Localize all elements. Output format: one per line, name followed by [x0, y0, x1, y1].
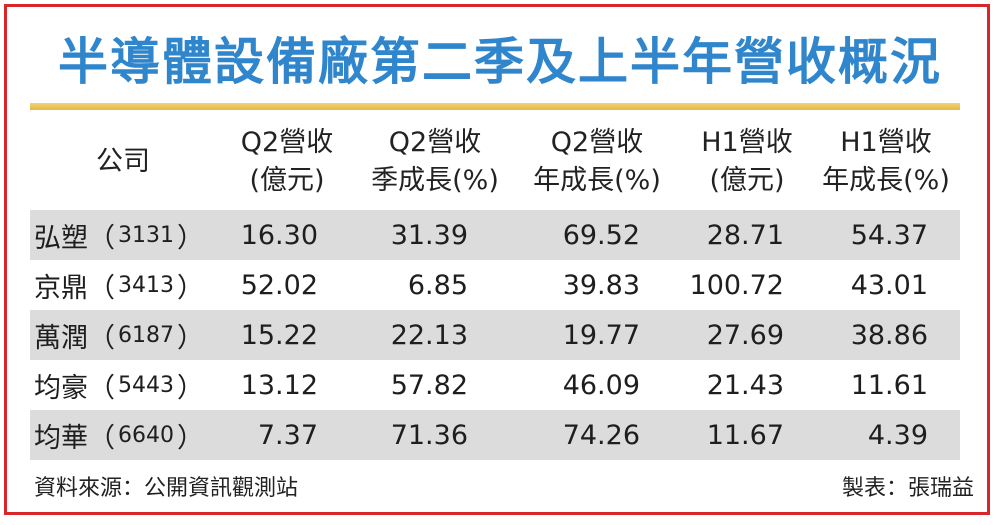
- q2-qoq-cell: 6.85: [407, 269, 468, 301]
- source-note: 資料來源：公開資訊觀測站: [34, 476, 299, 501]
- page-title: 半導體設備廠第二季及上半年營收概況: [58, 33, 942, 91]
- company-cell: 萬潤（6187）: [30, 310, 216, 360]
- stock-code: 3131: [118, 222, 174, 248]
- paren-open: （: [88, 222, 115, 254]
- q2-revenue-cell: 13.12: [240, 369, 318, 401]
- paren-open: （: [88, 322, 115, 354]
- table-row: 京鼎（3413） 52.02 6.85 39.83 100.72 43.01: [30, 260, 960, 310]
- header-line2: 年成長(%): [533, 165, 661, 196]
- q2-yoy-cell: 19.77: [562, 319, 640, 351]
- company-name: 均豪: [34, 372, 88, 404]
- maker-note: 製表：張瑞益: [841, 476, 974, 501]
- company-name: 均華: [34, 422, 88, 454]
- table-frame: [4, 4, 990, 515]
- q2-revenue-cell: 52.02: [240, 269, 318, 301]
- h1-yoy-cell: 43.01: [850, 269, 928, 301]
- h1-revenue-cell: 28.71: [706, 219, 784, 251]
- stock-code: 3413: [118, 272, 174, 298]
- header-line2: (億元): [709, 165, 785, 196]
- h1-yoy-cell: 54.37: [850, 219, 928, 251]
- q2-revenue-cell: 16.30: [240, 219, 318, 251]
- company-cell: 京鼎（3413）: [30, 260, 216, 310]
- h1-yoy-cell: 11.61: [850, 369, 928, 401]
- h1-yoy-cell: 38.86: [850, 319, 928, 351]
- header-line1: Q2營收: [240, 127, 334, 158]
- company-cell: 均華（6640）: [30, 410, 216, 460]
- q2-yoy-cell: 39.83: [562, 269, 640, 301]
- header-company-label: 公司: [96, 146, 150, 177]
- header-q2-yoy: Q2營收 年成長(%): [512, 118, 682, 206]
- header-q2-qoq: Q2營收 季成長(%): [358, 118, 512, 206]
- q2-qoq-cell: 31.39: [390, 219, 468, 251]
- header-line2: (億元): [249, 165, 325, 196]
- q2-yoy-cell: 46.09: [562, 369, 640, 401]
- revenue-table: 弘塑（3131） 16.30 31.39 69.52 28.71 54.37 京…: [30, 210, 960, 460]
- stock-code: 6187: [118, 322, 174, 348]
- stock-code: 6640: [118, 422, 174, 448]
- q2-qoq-cell: 22.13: [390, 319, 468, 351]
- table-header: 公司 Q2營收 (億元) Q2營收 季成長(%) Q2營收 年成長(%) H1營…: [30, 118, 960, 206]
- q2-revenue-cell: 7.37: [257, 419, 318, 451]
- stock-code: 5443: [118, 372, 174, 398]
- header-h1-yoy: H1營收 年成長(%): [812, 118, 960, 206]
- header-company: 公司: [30, 118, 216, 206]
- company-cell: 弘塑（3131）: [30, 210, 216, 260]
- header-line1: H1營收: [840, 127, 932, 158]
- h1-revenue-cell: 27.69: [706, 319, 784, 351]
- q2-yoy-cell: 69.52: [562, 219, 640, 251]
- paren-open: （: [88, 272, 115, 304]
- table-row: 弘塑（3131） 16.30 31.39 69.52 28.71 54.37: [30, 210, 960, 260]
- header-q2-revenue: Q2營收 (億元): [216, 118, 358, 206]
- h1-yoy-cell: 4.39: [867, 419, 928, 451]
- company-name: 京鼎: [34, 272, 88, 304]
- header-line1: Q2營收: [388, 127, 482, 158]
- header-line2: 年成長(%): [822, 165, 950, 196]
- h1-revenue-cell: 11.67: [706, 419, 784, 451]
- q2-qoq-cell: 71.36: [390, 419, 468, 451]
- header-line1: H1營收: [701, 127, 793, 158]
- paren-close: ）: [177, 422, 204, 454]
- company-name: 萬潤: [34, 322, 88, 354]
- h1-revenue-cell: 100.72: [689, 269, 784, 301]
- table-row: 均豪（5443） 13.12 57.82 46.09 21.43 11.61: [30, 360, 960, 410]
- paren-close: ）: [177, 372, 204, 404]
- q2-yoy-cell: 74.26: [562, 419, 640, 451]
- title-divider: [30, 103, 960, 110]
- paren-close: ）: [177, 222, 204, 254]
- table-row: 萬潤（6187） 15.22 22.13 19.77 27.69 38.86: [30, 310, 960, 360]
- header-line1: Q2營收: [550, 127, 644, 158]
- table-row: 均華（6640） 7.37 71.36 74.26 11.67 4.39: [30, 410, 960, 460]
- company-cell: 均豪（5443）: [30, 360, 216, 410]
- paren-close: ）: [177, 272, 204, 304]
- paren-open: （: [88, 422, 115, 454]
- q2-revenue-cell: 15.22: [240, 319, 318, 351]
- header-h1-revenue: H1營收 (億元): [682, 118, 812, 206]
- company-name: 弘塑: [34, 222, 88, 254]
- h1-revenue-cell: 21.43: [706, 369, 784, 401]
- header-line2: 季成長(%): [371, 165, 499, 196]
- paren-close: ）: [177, 322, 204, 354]
- paren-open: （: [88, 372, 115, 404]
- q2-qoq-cell: 57.82: [390, 369, 468, 401]
